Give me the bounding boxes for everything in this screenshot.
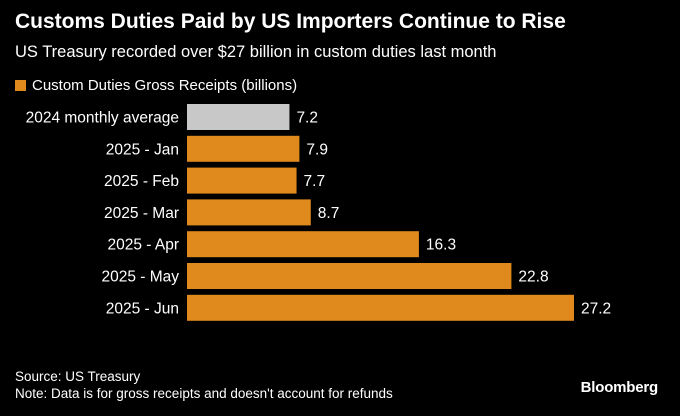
bar [187, 104, 290, 130]
bar [187, 231, 419, 258]
value-label: 7.7 [304, 173, 326, 190]
bar [187, 294, 574, 321]
value-label: 7.2 [296, 110, 318, 127]
category-label: 2024 monthly average [26, 110, 179, 127]
category-label: 2025 - Jan [106, 141, 179, 158]
bloomberg-logo: Bloomberg [580, 379, 659, 396]
legend: Custom Duties Gross Receipts (billions) [15, 77, 297, 94]
value-label: 7.9 [306, 141, 328, 158]
value-label: 16.3 [426, 237, 456, 254]
bar [187, 199, 311, 226]
category-label: 2025 - Feb [104, 173, 179, 190]
bar [187, 263, 512, 289]
value-label: 22.8 [518, 269, 548, 286]
note-text: Note: Data is for gross receipts and doe… [15, 386, 393, 401]
bar [187, 167, 297, 194]
source-text: Source: US Treasury [15, 369, 141, 384]
legend-label: Custom Duties Gross Receipts (billions) [32, 77, 298, 94]
chart-subtitle: US Treasury recorded over $27 billion in… [15, 43, 497, 61]
category-label: 2025 - Jun [106, 300, 179, 317]
value-label: 8.7 [318, 205, 340, 222]
category-label: 2025 - Apr [107, 237, 179, 254]
category-label: 2025 - Mar [104, 205, 179, 222]
bar [187, 135, 300, 162]
legend-swatch [15, 80, 26, 91]
chart-title: Customs Duties Paid by US Importers Cont… [15, 10, 566, 33]
bar-chart: 2024 monthly average 7.2 2025 - Jan 7.9 2025… [26, 104, 611, 321]
category-label: 2025 - May [101, 269, 179, 286]
value-label: 27.2 [581, 300, 611, 317]
